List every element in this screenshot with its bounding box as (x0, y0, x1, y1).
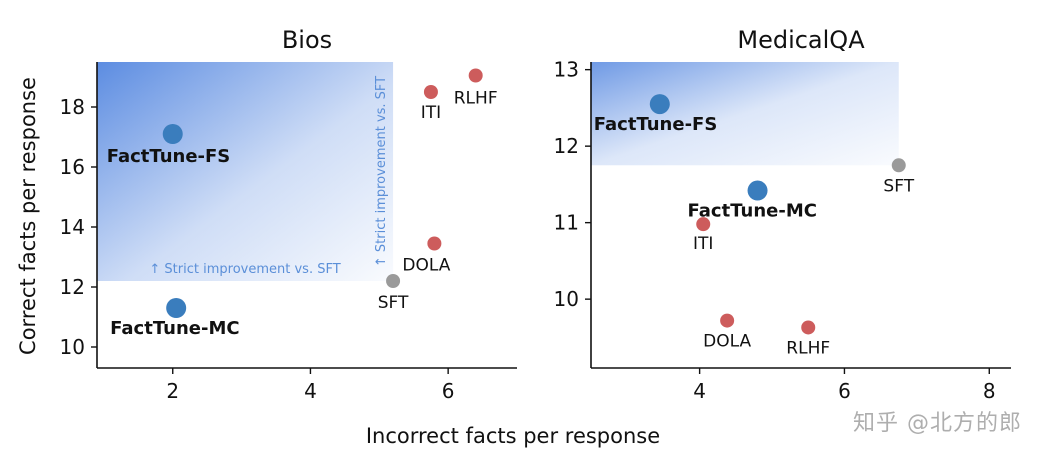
point-sft (891, 158, 906, 173)
improvement-region (97, 62, 394, 281)
watermark: 知乎 @北方的郎 (853, 411, 1022, 436)
x-tick-label: 6 (838, 379, 851, 403)
y-tick-label: 16 (60, 155, 85, 179)
strict-improvement-vertical-label: ↑ Strict improvement vs. SFT (374, 76, 389, 267)
y-tick-label: 10 (554, 287, 579, 311)
bios-panel: 2 4 6 10 12 14 16 18 Bios ↑ Strict improvement vs… (60, 26, 517, 403)
x-tick-label: 2 (166, 379, 179, 403)
point-label-dola: DOLA (703, 332, 751, 352)
point-label-rlhf: RLHF (454, 89, 498, 109)
point-facttune-fs (649, 94, 670, 115)
point-label-iti: ITI (693, 234, 713, 254)
y-tick-label: 14 (60, 215, 85, 239)
point-label-facttune-mc: FactTune-MC (110, 318, 239, 339)
point-label-iti: ITI (421, 103, 441, 123)
point-dola (720, 313, 735, 328)
x-tick-label: 6 (442, 379, 455, 403)
point-dola (427, 236, 442, 251)
y-tick-label: 12 (60, 275, 85, 299)
point-facttune-mc (747, 180, 768, 201)
point-iti (423, 85, 438, 99)
point-iti (696, 217, 711, 232)
point-label-facttune-fs: FactTune-FS (107, 146, 231, 167)
chart-title: MedicalQA (737, 26, 865, 54)
point-rlhf (468, 68, 483, 83)
medicalqa-panel: 4 6 8 10 11 12 13 MedicalQA FactTune-FS FactTune-… (554, 26, 1011, 403)
y-tick-label: 11 (554, 211, 579, 235)
point-label-rlhf: RLHF (786, 338, 830, 358)
point-label-dola: DOLA (402, 256, 450, 276)
x-tick-label: 4 (693, 379, 706, 403)
y-tick-label: 13 (554, 58, 579, 82)
point-facttune-mc (166, 298, 187, 318)
y-tick-label: 18 (60, 95, 85, 119)
point-label-facttune-mc: FactTune-MC (688, 201, 817, 222)
x-axis-label: Incorrect facts per response (366, 424, 660, 448)
x-tick-label: 4 (304, 379, 317, 403)
strict-improvement-horizontal-label: ↑ Strict improvement vs. SFT (149, 262, 340, 277)
x-tick-label: 8 (983, 379, 996, 403)
point-label-sft: SFT (378, 293, 409, 313)
point-rlhf (801, 320, 816, 335)
point-label-sft: SFT (883, 176, 914, 196)
point-sft (386, 274, 401, 288)
point-label-facttune-fs: FactTune-FS (594, 114, 718, 135)
y-axis-label: Correct facts per response (16, 77, 40, 355)
chart-title: Bios (282, 26, 332, 54)
y-tick-label: 12 (554, 134, 579, 158)
point-facttune-fs (162, 124, 183, 144)
y-tick-label: 10 (60, 335, 85, 359)
improvement-region (591, 62, 899, 166)
